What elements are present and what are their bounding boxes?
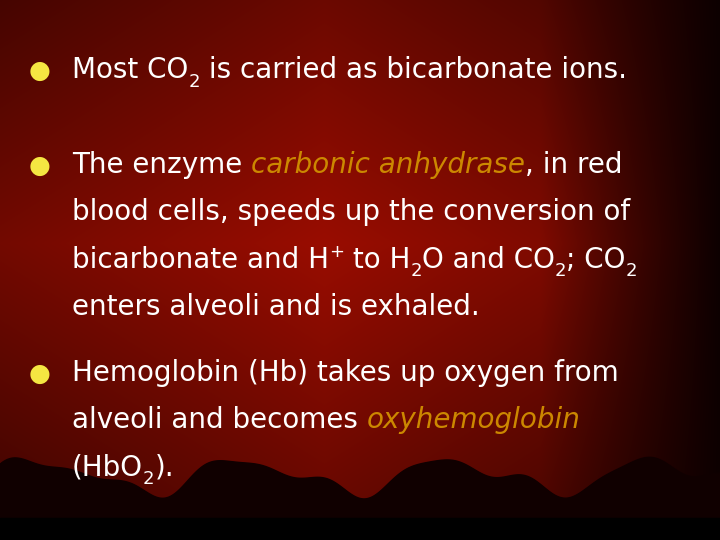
Text: 2: 2: [410, 262, 422, 280]
Text: carbonic anhydrase: carbonic anhydrase: [251, 151, 525, 179]
Text: bicarbonate and H: bicarbonate and H: [72, 246, 329, 274]
Text: enters alveoli and is exhaled.: enters alveoli and is exhaled.: [72, 293, 480, 321]
Text: oxyhemoglobin: oxyhemoglobin: [366, 406, 580, 434]
Text: 2: 2: [188, 73, 199, 91]
Text: 2: 2: [626, 262, 637, 280]
Text: ●: ●: [29, 154, 50, 178]
Text: 2: 2: [143, 470, 155, 488]
Text: Most CO: Most CO: [72, 56, 188, 84]
Text: alveoli and becomes: alveoli and becomes: [72, 406, 366, 434]
Text: ●: ●: [29, 59, 50, 83]
Text: , in red: , in red: [525, 151, 623, 179]
Text: (HbO: (HbO: [72, 454, 143, 482]
Text: The enzyme: The enzyme: [72, 151, 251, 179]
Text: O and CO: O and CO: [422, 246, 554, 274]
Text: ).: ).: [155, 454, 174, 482]
Text: is carried as bicarbonate ions.: is carried as bicarbonate ions.: [199, 56, 626, 84]
Text: to H: to H: [344, 246, 410, 274]
Text: ; CO: ; CO: [566, 246, 626, 274]
Text: Hemoglobin (Hb) takes up oxygen from: Hemoglobin (Hb) takes up oxygen from: [72, 359, 618, 387]
Text: +: +: [329, 243, 344, 261]
Text: ●: ●: [29, 362, 50, 386]
Text: 2: 2: [554, 262, 566, 280]
Text: blood cells, speeds up the conversion of: blood cells, speeds up the conversion of: [72, 198, 630, 226]
